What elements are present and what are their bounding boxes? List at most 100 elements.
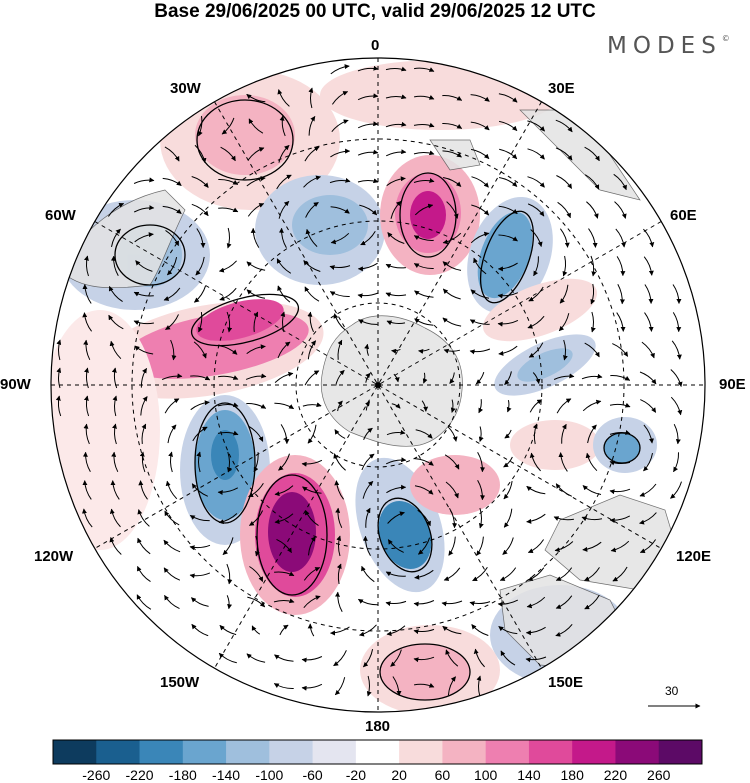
colorbar-tick-label: 260 <box>647 767 671 783</box>
wind-arrow <box>498 93 518 103</box>
wind-arrow <box>470 121 490 131</box>
wind-arrow <box>137 565 151 583</box>
wind-arrow <box>110 255 119 276</box>
wind-arrow <box>499 120 518 131</box>
wind-arrow <box>473 257 487 275</box>
wind-arrow <box>414 458 434 466</box>
wind-arrow <box>413 600 435 607</box>
wind-arrow <box>163 539 181 553</box>
wind-arrow <box>449 508 458 529</box>
wind-arrow <box>162 177 182 186</box>
lon-label-180: 180 <box>365 718 391 735</box>
wind-arrow <box>616 312 626 332</box>
wind-arrow <box>308 87 314 109</box>
wind-arrow <box>304 286 320 302</box>
wind-arrow <box>277 89 290 107</box>
wind-arrow <box>393 373 400 383</box>
wind-arrow <box>532 423 538 445</box>
wind-arrow <box>616 256 626 277</box>
wind-arrow <box>307 340 317 360</box>
wind-arrow <box>553 373 575 380</box>
wind-arrow <box>336 563 342 585</box>
wind-arrow <box>246 344 266 354</box>
wind-arrow <box>363 427 373 440</box>
wind-arrow <box>335 591 343 613</box>
wind-arrow <box>219 625 237 636</box>
wind-arrow <box>533 256 539 277</box>
wind-arrow <box>307 623 315 637</box>
wind-arrow <box>555 119 573 133</box>
wind-arrow <box>670 369 683 387</box>
colorbar-swatch <box>139 740 184 764</box>
colorbar-swatch <box>355 740 400 764</box>
wind-arrow <box>640 399 657 413</box>
wind-arrow <box>247 596 266 608</box>
wind-arrow <box>529 452 541 472</box>
wind-arrow <box>470 231 490 244</box>
wind-arrow <box>191 203 209 217</box>
wind-arrow <box>473 648 485 668</box>
wind-arrow <box>84 367 89 389</box>
wind-arrow <box>558 452 568 472</box>
wind-arrow <box>109 508 121 528</box>
wind-arrow <box>503 456 513 468</box>
wind-arrow <box>417 509 431 527</box>
colorbar-swatch <box>96 740 141 764</box>
wind-arrow <box>582 399 602 412</box>
wind-arrow <box>83 339 91 361</box>
wind-arrow <box>273 683 294 690</box>
wind-arrow <box>196 228 206 248</box>
wind-arrow <box>528 286 544 302</box>
wind-arrow <box>140 367 148 388</box>
wind-arrow <box>246 653 266 663</box>
wind-arrow <box>476 675 482 697</box>
wind-arrow <box>357 93 379 101</box>
lon-label-150w: 150W <box>160 674 200 691</box>
wind-arrow <box>274 513 294 525</box>
wind-arrow <box>276 538 292 554</box>
wind-arrow <box>366 675 372 697</box>
wind-arrow <box>610 540 630 553</box>
colorbar-swatch <box>269 740 314 764</box>
wind-arrow <box>278 200 290 219</box>
wind-arrow <box>305 201 319 218</box>
wind-arrow <box>189 544 211 551</box>
wind-arrow <box>360 230 376 246</box>
wind-arrow <box>226 311 233 333</box>
wind-arrow <box>83 423 90 445</box>
wind-arrow <box>82 284 92 304</box>
wind-arrow <box>247 147 265 161</box>
wind-arrow <box>107 203 125 217</box>
wind-arrow <box>445 481 459 499</box>
wind-arrow <box>278 145 290 163</box>
colorbar-swatch <box>226 740 270 764</box>
wind-arrow <box>478 426 484 442</box>
wind-arrow <box>362 480 374 499</box>
wind-arrow <box>504 371 512 385</box>
wind-arrow <box>246 289 266 299</box>
wind-arrow <box>530 229 543 247</box>
wind-arrow <box>109 537 122 555</box>
wind-arrow <box>308 115 316 136</box>
wind-arrow <box>56 367 62 389</box>
wind-arrow <box>365 372 371 383</box>
wind-arrow <box>527 203 545 217</box>
wind-arrow <box>499 567 517 581</box>
wind-arrow <box>560 228 570 248</box>
wind-arrow <box>337 400 343 412</box>
wind-arrow <box>111 228 121 247</box>
zero-contours <box>114 99 641 701</box>
colorbar-tick-label: 100 <box>473 767 498 783</box>
wind-arrow <box>253 452 259 473</box>
wind-arrow <box>135 260 153 272</box>
wind-arrow <box>385 292 407 298</box>
wind-arrow <box>81 508 93 528</box>
wind-arrow <box>274 571 295 577</box>
wind-arrow <box>55 395 62 417</box>
wind-arrow <box>138 480 148 500</box>
wind-arrow <box>584 146 600 162</box>
wind-arrow <box>413 122 435 128</box>
colorbar-swatch <box>615 740 660 764</box>
lon-label-60e: 60E <box>670 207 697 224</box>
wind-arrow <box>141 423 147 444</box>
